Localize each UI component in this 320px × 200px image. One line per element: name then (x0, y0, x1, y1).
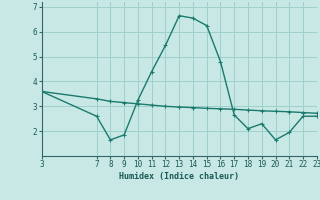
X-axis label: Humidex (Indice chaleur): Humidex (Indice chaleur) (119, 172, 239, 181)
